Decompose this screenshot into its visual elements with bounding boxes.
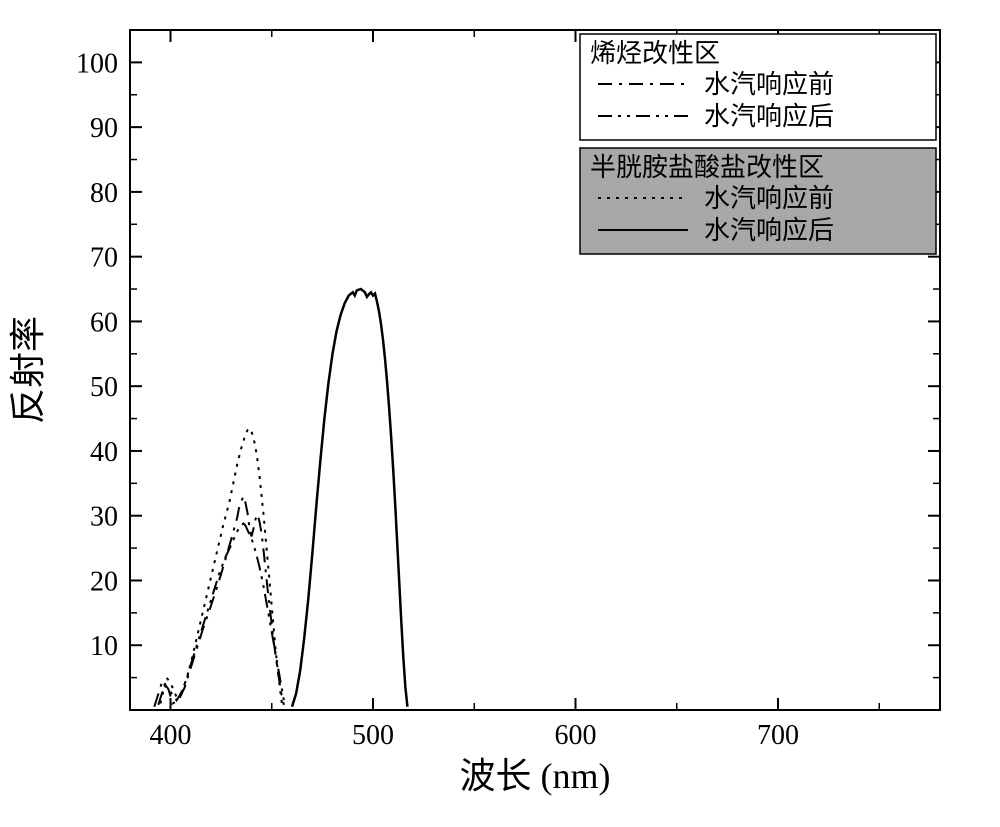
svg-text:30: 30 bbox=[90, 502, 118, 533]
series-alkene-after bbox=[158, 523, 284, 704]
reflectance-chart: 400 500 600 700 10 20 30 40 50 60 70 80 90 100 波长 (nm)… bbox=[0, 0, 1000, 827]
svg-text:100: 100 bbox=[76, 48, 118, 79]
svg-text:700: 700 bbox=[757, 720, 799, 751]
svg-text:600: 600 bbox=[555, 720, 597, 751]
svg-text:70: 70 bbox=[90, 243, 118, 274]
series-alkene-before bbox=[154, 496, 284, 706]
svg-text:反射率: 反射率 bbox=[8, 316, 48, 424]
svg-text:60: 60 bbox=[90, 307, 118, 338]
svg-text:半胱胺盐酸盐改性区: 半胱胺盐酸盐改性区 bbox=[590, 153, 824, 182]
svg-text:40: 40 bbox=[90, 437, 118, 468]
svg-text:波长 (nm): 波长 (nm) bbox=[460, 756, 611, 796]
legend-box-1: 半胱胺盐酸盐改性区水汽响应前水汽响应后 bbox=[580, 148, 936, 254]
series-cysteamine-after bbox=[292, 289, 407, 707]
svg-text:水汽响应后: 水汽响应后 bbox=[704, 102, 834, 131]
svg-text:烯烃改性区: 烯烃改性区 bbox=[590, 39, 720, 68]
svg-text:500: 500 bbox=[352, 720, 394, 751]
svg-text:水汽响应前: 水汽响应前 bbox=[704, 184, 834, 213]
svg-text:20: 20 bbox=[90, 566, 118, 597]
svg-text:水汽响应后: 水汽响应后 bbox=[704, 216, 834, 245]
svg-text:水汽响应前: 水汽响应前 bbox=[704, 70, 834, 99]
svg-text:90: 90 bbox=[90, 113, 118, 144]
svg-text:400: 400 bbox=[150, 720, 192, 751]
svg-text:50: 50 bbox=[90, 372, 118, 403]
svg-text:80: 80 bbox=[90, 178, 118, 209]
legend-box-0: 烯烃改性区水汽响应前水汽响应后 bbox=[580, 34, 936, 140]
chart-svg: 400 500 600 700 10 20 30 40 50 60 70 80 90 100 波长 (nm)… bbox=[0, 0, 1000, 827]
svg-text:10: 10 bbox=[90, 631, 118, 662]
